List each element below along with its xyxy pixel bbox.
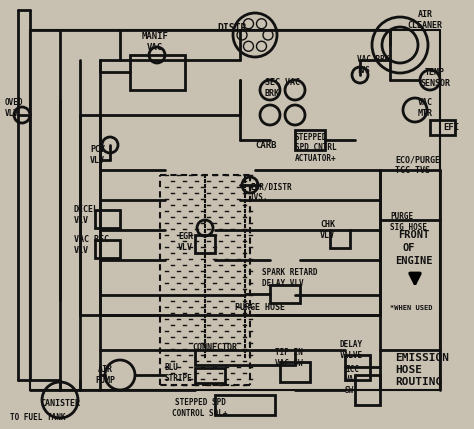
Text: TIP IN
VAC SW: TIP IN VAC SW (275, 348, 303, 368)
Text: ENGINE: ENGINE (395, 256, 432, 266)
Text: EFI: EFI (443, 124, 459, 133)
Text: PURGE
SIG HOSE: PURGE SIG HOSE (390, 212, 427, 232)
Text: MANIF
VAC: MANIF VAC (142, 32, 168, 52)
Text: EGR
VLV: EGR VLV (178, 232, 193, 252)
Text: CONNECTOR: CONNECTOR (192, 344, 237, 353)
Text: VAC REC
VLV: VAC REC VLV (74, 235, 109, 255)
Text: SPARK RETARD
DELAY VLV: SPARK RETARD DELAY VLV (262, 268, 318, 288)
Bar (270, 285, 300, 303)
Text: AIR
PUMP: AIR PUMP (95, 366, 115, 385)
Text: EGR/DISTR
TVS,: EGR/DISTR TVS, (250, 182, 292, 202)
Bar (215, 395, 275, 415)
Text: PCY
VLV: PCY VLV (90, 145, 105, 165)
Text: PURGE HOSE: PURGE HOSE (235, 303, 285, 312)
Bar (295, 130, 325, 150)
Text: BLU
STRIPE: BLU STRIPE (165, 363, 193, 383)
Bar (280, 362, 310, 382)
Text: ECO/PURGE
TCC TVS: ECO/PURGE TCC TVS (395, 155, 440, 175)
Text: STEPPED
SPD CNTRL
ACTUATOR+: STEPPED SPD CNTRL ACTUATOR+ (295, 133, 337, 163)
Text: SEC VAC
BRK: SEC VAC BRK (265, 79, 300, 98)
Text: OVEO
VLV: OVEO VLV (5, 98, 24, 118)
Text: DELAY
VALVE: DELAY VALVE (340, 340, 363, 360)
Bar (345, 355, 370, 380)
Text: CANISTER: CANISTER (40, 399, 80, 408)
Bar (330, 230, 350, 248)
Text: STEPPED SPD
CONTROL SOL+: STEPPED SPD CONTROL SOL+ (172, 398, 228, 418)
Text: DISTR: DISTR (217, 23, 246, 33)
Bar (95, 210, 120, 228)
Text: VAC BRK
TVS: VAC BRK TVS (357, 55, 389, 75)
Text: AIR
CLEANER: AIR CLEANER (408, 10, 443, 30)
Text: TO FUEL TANK: TO FUEL TANK (10, 414, 65, 423)
Bar (195, 350, 295, 365)
Text: DECEL
VLV: DECEL VLV (74, 205, 99, 225)
Text: VAC
MTR: VAC MTR (418, 98, 432, 118)
Text: FRONT: FRONT (398, 230, 429, 240)
Text: CHK
VLV: CHK VLV (320, 221, 335, 240)
Bar (130, 55, 185, 90)
Bar (355, 375, 380, 405)
Bar (95, 240, 120, 258)
Text: OF: OF (403, 243, 416, 253)
Text: ICC
VAC
SW: ICC VAC SW (345, 365, 359, 395)
Text: CARB: CARB (255, 141, 276, 149)
Bar (430, 120, 455, 135)
Text: *WHEN USED: *WHEN USED (390, 305, 432, 311)
Bar (195, 235, 215, 253)
Text: EMISSION
HOSE
ROUTING: EMISSION HOSE ROUTING (395, 353, 449, 387)
Bar (195, 368, 225, 383)
Text: TEMP
SENSOR: TEMP SENSOR (420, 68, 450, 88)
